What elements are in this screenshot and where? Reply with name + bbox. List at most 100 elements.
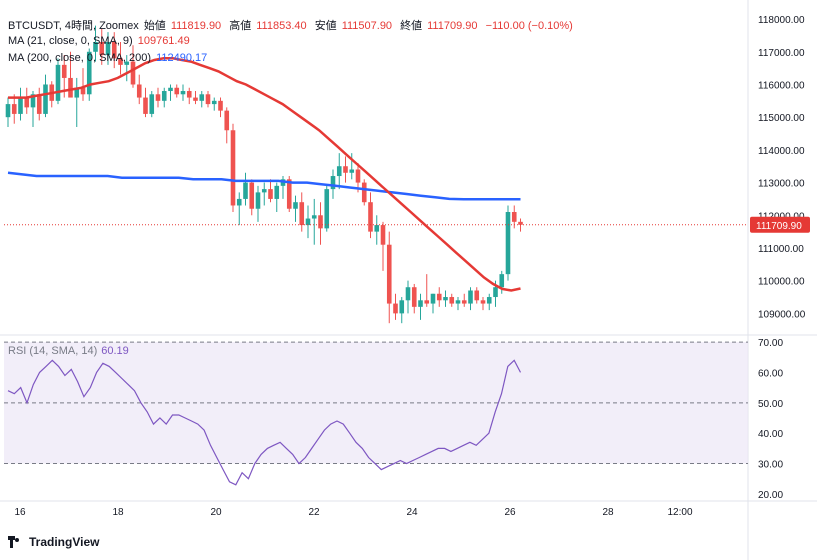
- price-tick-label: 117000.00: [758, 48, 805, 59]
- candle-body: [511, 212, 517, 222]
- ma200-label: MA (200, close, 0, SMA, 200): [8, 52, 152, 64]
- symbol-label: BTCUSDT, 4時間, Zoomex: [8, 20, 139, 32]
- rsi-tick-label: 60.00: [758, 368, 783, 379]
- time-tick-label: 24: [406, 507, 418, 518]
- candle-body: [305, 218, 311, 226]
- close-value: 111709.90: [427, 20, 478, 32]
- time-tick-label: 18: [112, 507, 124, 518]
- candle-body: [436, 293, 442, 301]
- tradingview-brand[interactable]: TradingView: [8, 535, 99, 549]
- rsi-label: RSI (14, SMA, 14): [8, 345, 98, 357]
- candle-body: [268, 189, 273, 199]
- high-label: 高値: [229, 20, 252, 32]
- candle-body: [474, 290, 480, 301]
- candle-body: [449, 297, 455, 304]
- candle-body: [443, 297, 448, 301]
- rsi-tick-label: 40.00: [758, 429, 783, 440]
- candle-body: [399, 300, 405, 314]
- candle-body: [255, 192, 261, 209]
- candles: [5, 25, 523, 324]
- candle-body: [30, 94, 36, 108]
- candle-body: [455, 300, 461, 304]
- candle-body: [86, 51, 92, 95]
- tradingview-logo-icon: [8, 536, 24, 548]
- candle-body: [336, 166, 342, 177]
- candle-body: [386, 244, 392, 304]
- rsi-series-line: [7, 359, 522, 486]
- candle-body: [518, 221, 523, 225]
- candle-body: [493, 287, 498, 298]
- candle-body: [418, 300, 423, 307]
- candle-body: [393, 303, 398, 314]
- candle-body: [411, 287, 417, 307]
- candle-body: [186, 91, 192, 98]
- rsi-value: 60.19: [101, 345, 129, 357]
- candle-body: [211, 100, 217, 105]
- rsi-legend: RSI (14, SMA, 14) 60.19: [8, 345, 129, 357]
- candle-body: [161, 91, 167, 101]
- price-tick-label: 118000.00: [758, 15, 805, 26]
- candle-body: [205, 94, 211, 105]
- price-tick-label: 109000.00: [758, 309, 806, 320]
- candle-body: [193, 97, 198, 101]
- candle-body: [261, 189, 267, 193]
- ma200-line: [7, 171, 521, 201]
- time-tick-label: 28: [602, 507, 614, 518]
- candle-body: [424, 300, 430, 304]
- candle-body: [299, 202, 305, 226]
- candle-body: [218, 100, 223, 111]
- candle-body: [368, 202, 373, 232]
- rsi-band: [4, 341, 748, 465]
- candle-body: [405, 287, 411, 301]
- candle-body: [461, 300, 467, 304]
- candle-body: [105, 41, 111, 56]
- candle-body: [55, 64, 61, 101]
- candle-body: [80, 87, 86, 95]
- last-price-tag: 111709.90: [4, 216, 810, 233]
- ma21-line: [8, 57, 521, 292]
- candle-body: [286, 179, 292, 209]
- candle-body: [199, 94, 205, 101]
- ma21-legend: MA (21, close, 0, SMA, 9) 109761.49: [8, 35, 195, 47]
- time-tick-label: 12:00: [667, 507, 692, 518]
- rsi-tick-label: 50.00: [758, 399, 783, 410]
- ma21-label: MA (21, close, 0, SMA, 9): [8, 35, 133, 47]
- candle-body: [118, 58, 123, 65]
- candle-body: [130, 61, 136, 85]
- price-tick-label: 116000.00: [758, 80, 805, 91]
- candle-body: [61, 64, 67, 78]
- time-tick-label: 16: [14, 507, 26, 518]
- open-label: 始値: [143, 20, 166, 32]
- candle-body: [136, 84, 142, 98]
- candle-body: [111, 41, 117, 59]
- candle-body: [174, 87, 180, 95]
- close-label: 終値: [400, 20, 423, 32]
- candle-body: [149, 94, 155, 114]
- ohlc-legend: BTCUSDT, 4時間, Zoomex 始値 111819.90 高値 111853…: [8, 17, 578, 33]
- candle-body: [330, 176, 336, 190]
- price-tick-label: 111000.00: [758, 244, 804, 255]
- rsi-tick-label: 20.00: [758, 490, 783, 501]
- candle-body: [243, 182, 248, 199]
- low-value: 111507.90: [341, 20, 393, 32]
- last-price-tag-box: [750, 216, 810, 233]
- candle-body: [343, 166, 348, 173]
- ma200-value: 112490.17: [156, 52, 208, 64]
- candle-body: [5, 104, 11, 118]
- rsi-tick-label: 30.00: [758, 460, 783, 471]
- high-value: 111853.40: [256, 20, 307, 32]
- candle-body: [311, 215, 317, 219]
- candle-body: [380, 225, 386, 245]
- candle-body: [43, 84, 48, 114]
- price-tick-label: 115000.00: [758, 113, 805, 124]
- candle-body: [124, 61, 130, 65]
- candle-body: [505, 212, 511, 275]
- candle-body: [274, 185, 280, 199]
- candle-body: [68, 77, 73, 98]
- candle-body: [324, 189, 330, 229]
- candle-body: [468, 290, 473, 304]
- candle-body: [249, 182, 255, 209]
- candle-body: [155, 94, 161, 101]
